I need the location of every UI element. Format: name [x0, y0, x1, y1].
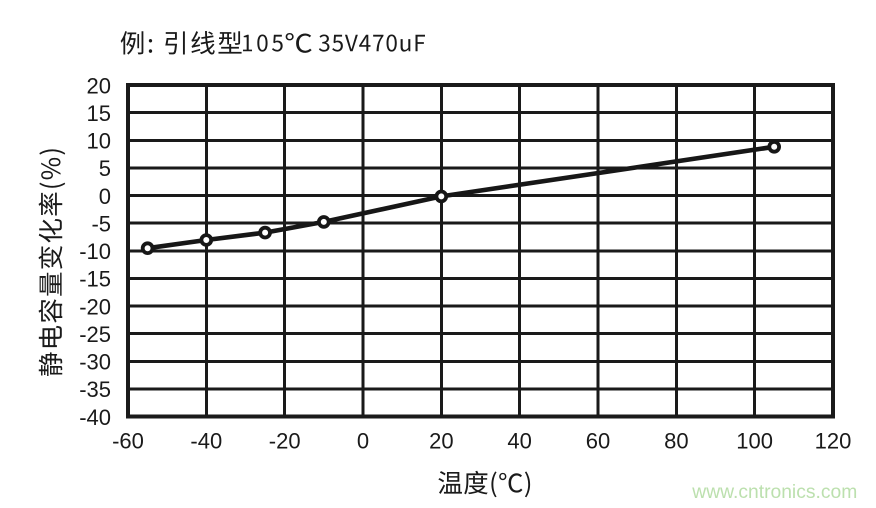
svg-text:-15: -15 — [79, 267, 111, 292]
svg-text:10: 10 — [87, 129, 111, 154]
svg-text:0: 0 — [357, 429, 369, 454]
svg-text:20: 20 — [429, 429, 453, 454]
svg-text:40: 40 — [507, 429, 531, 454]
svg-text:80: 80 — [664, 429, 688, 454]
svg-text:-10: -10 — [79, 239, 111, 264]
svg-text:-60: -60 — [112, 429, 144, 454]
svg-text:-40: -40 — [190, 429, 222, 454]
svg-text:-20: -20 — [269, 429, 301, 454]
svg-text:-30: -30 — [79, 350, 111, 375]
svg-text:-25: -25 — [79, 322, 111, 347]
svg-text:-35: -35 — [79, 377, 111, 402]
svg-text:60: 60 — [586, 429, 610, 454]
svg-text:-20: -20 — [79, 294, 111, 319]
svg-text:0: 0 — [99, 184, 111, 209]
svg-text:5: 5 — [99, 156, 111, 181]
svg-text:-5: -5 — [91, 211, 111, 236]
svg-text:www.cntronics.com: www.cntronics.com — [691, 482, 857, 503]
svg-text:100: 100 — [736, 429, 773, 454]
svg-text:20: 20 — [87, 73, 111, 98]
svg-text:120: 120 — [815, 429, 852, 454]
svg-text:15: 15 — [87, 101, 111, 126]
svg-text:-40: -40 — [79, 405, 111, 430]
